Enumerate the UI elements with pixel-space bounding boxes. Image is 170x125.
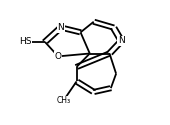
Text: HS: HS xyxy=(19,38,31,46)
Text: CH₃: CH₃ xyxy=(56,96,71,105)
Text: O: O xyxy=(55,52,62,61)
Text: N: N xyxy=(118,36,125,46)
Text: N: N xyxy=(57,23,64,32)
